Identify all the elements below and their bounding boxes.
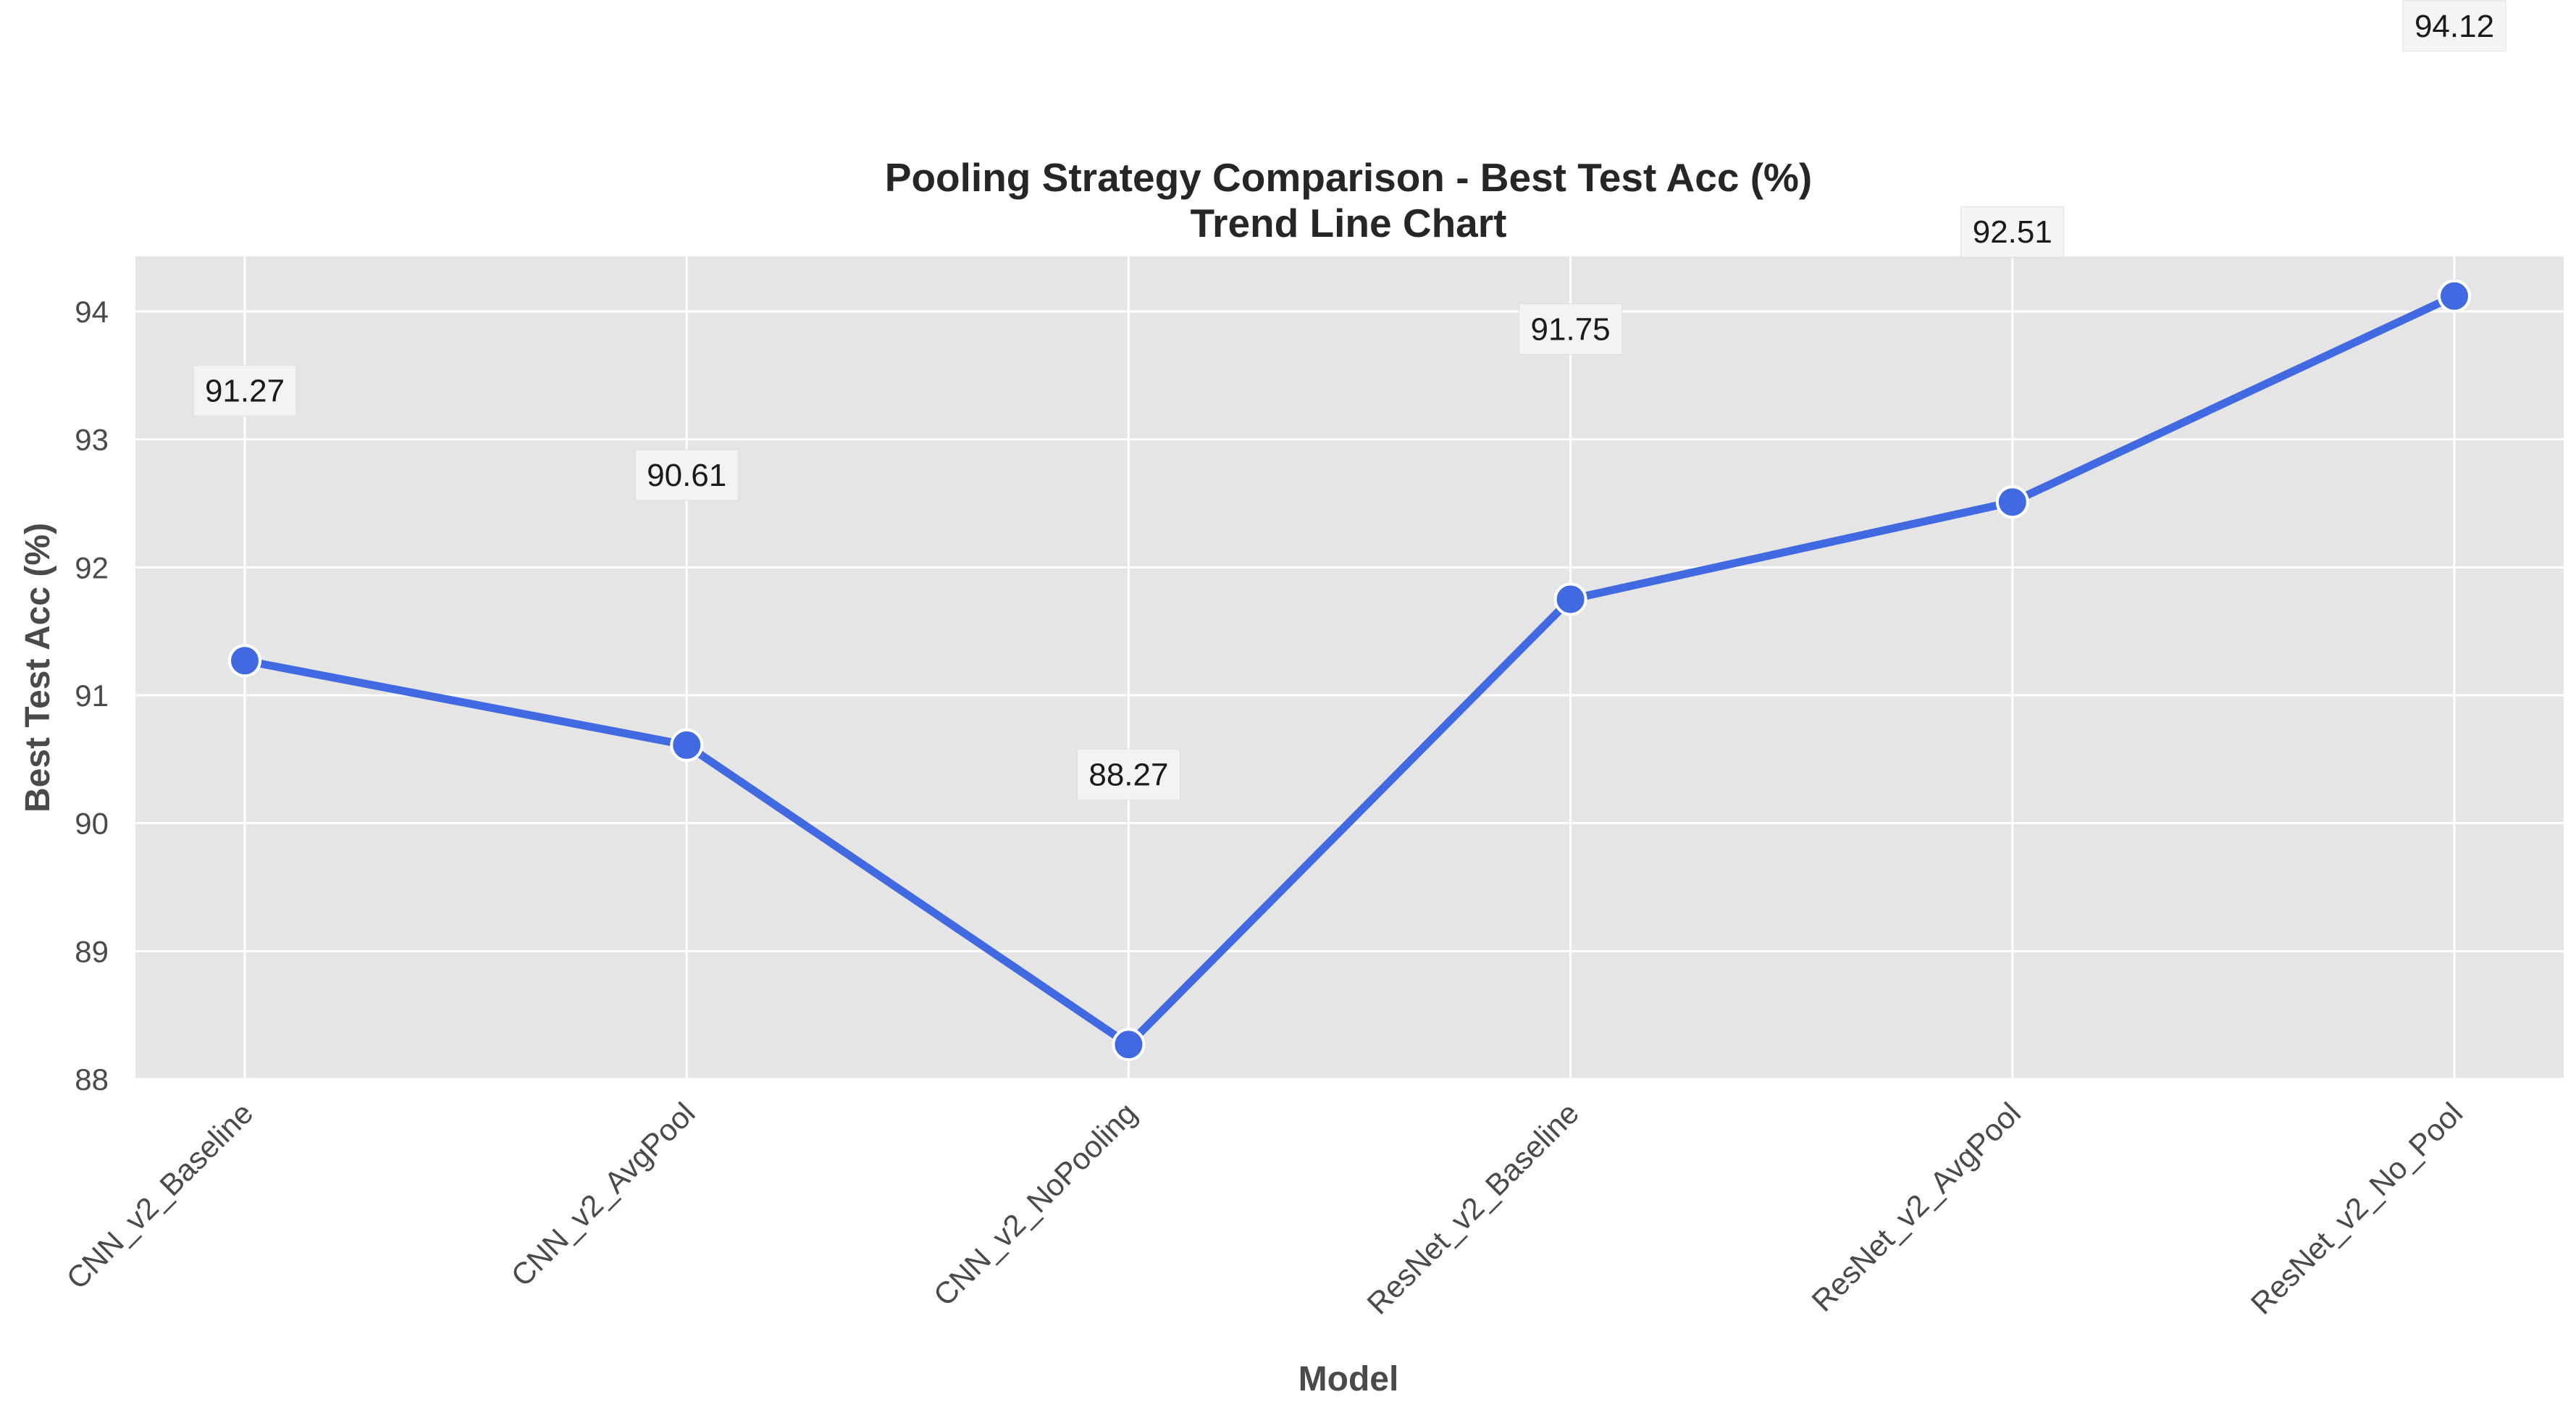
data-point <box>1995 485 2029 519</box>
y-tick-label: 92 <box>75 550 109 584</box>
y-tick-label: 91 <box>75 679 109 713</box>
data-point <box>1112 1028 1146 1062</box>
data-label: 90.61 <box>647 458 726 493</box>
y-tick-label: 90 <box>75 807 109 841</box>
x-axis-label: Model <box>1299 1360 1399 1398</box>
x-axis-ticks: CNN_v2_Baseline CNN_v2_AvgPool CNN_v2_NoPo… <box>59 1096 2469 1321</box>
data-label-box <box>2402 0 2506 52</box>
data-label-box <box>193 364 297 416</box>
chart-subtitle: Trend Line Chart <box>1191 201 1507 246</box>
y-tick-label: 93 <box>75 423 109 457</box>
data-point <box>670 728 704 762</box>
x-tick-label: CNN_v2_AvgPool <box>505 1096 702 1293</box>
data-label-box <box>634 449 739 501</box>
data-point <box>2438 279 2471 313</box>
x-tick-label: ResNet_v2_Baseline <box>1360 1096 1585 1321</box>
data-label-box <box>1960 206 2065 258</box>
data-label: 94.12 <box>2415 9 2494 44</box>
series-line <box>240 292 2459 1049</box>
data-label-layer: 91.27 90.61 88.27 91.75 92.51 94.12 <box>193 0 2506 800</box>
chart-title: Pooling Strategy Comparison - Best Test … <box>885 155 1812 200</box>
y-tick-label: 89 <box>75 934 109 968</box>
y-tick-label: 88 <box>75 1062 109 1096</box>
data-label-box <box>1519 303 1623 355</box>
data-point <box>1553 582 1587 616</box>
data-label: 91.75 <box>1531 311 1611 347</box>
x-tick-label: ResNet_v2_AvgPool <box>1805 1096 2027 1318</box>
x-tick-label: CNN_v2_Baseline <box>59 1096 259 1296</box>
data-label-box <box>1076 748 1180 800</box>
data-label: 88.27 <box>1088 757 1168 792</box>
series-line-layer <box>228 279 2471 1062</box>
y-tick-label: 94 <box>75 295 109 329</box>
data-point <box>228 644 261 678</box>
y-axis-ticks: 88 89 90 91 92 93 94 <box>75 295 109 1096</box>
y-axis-label: Best Test Acc (%) <box>19 523 57 813</box>
x-tick-label: ResNet_v2_No_Pool <box>2244 1096 2470 1321</box>
x-tick-label: CNN_v2_NoPooling <box>927 1096 1144 1312</box>
grid-lines <box>135 256 2564 1081</box>
data-label: 92.51 <box>1973 214 2052 250</box>
data-label: 91.27 <box>205 373 285 408</box>
plot-background <box>135 256 2564 1079</box>
